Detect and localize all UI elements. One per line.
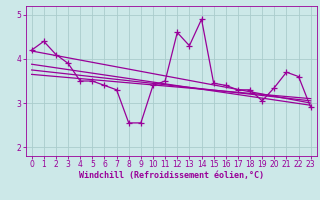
X-axis label: Windchill (Refroidissement éolien,°C): Windchill (Refroidissement éolien,°C) (79, 171, 264, 180)
